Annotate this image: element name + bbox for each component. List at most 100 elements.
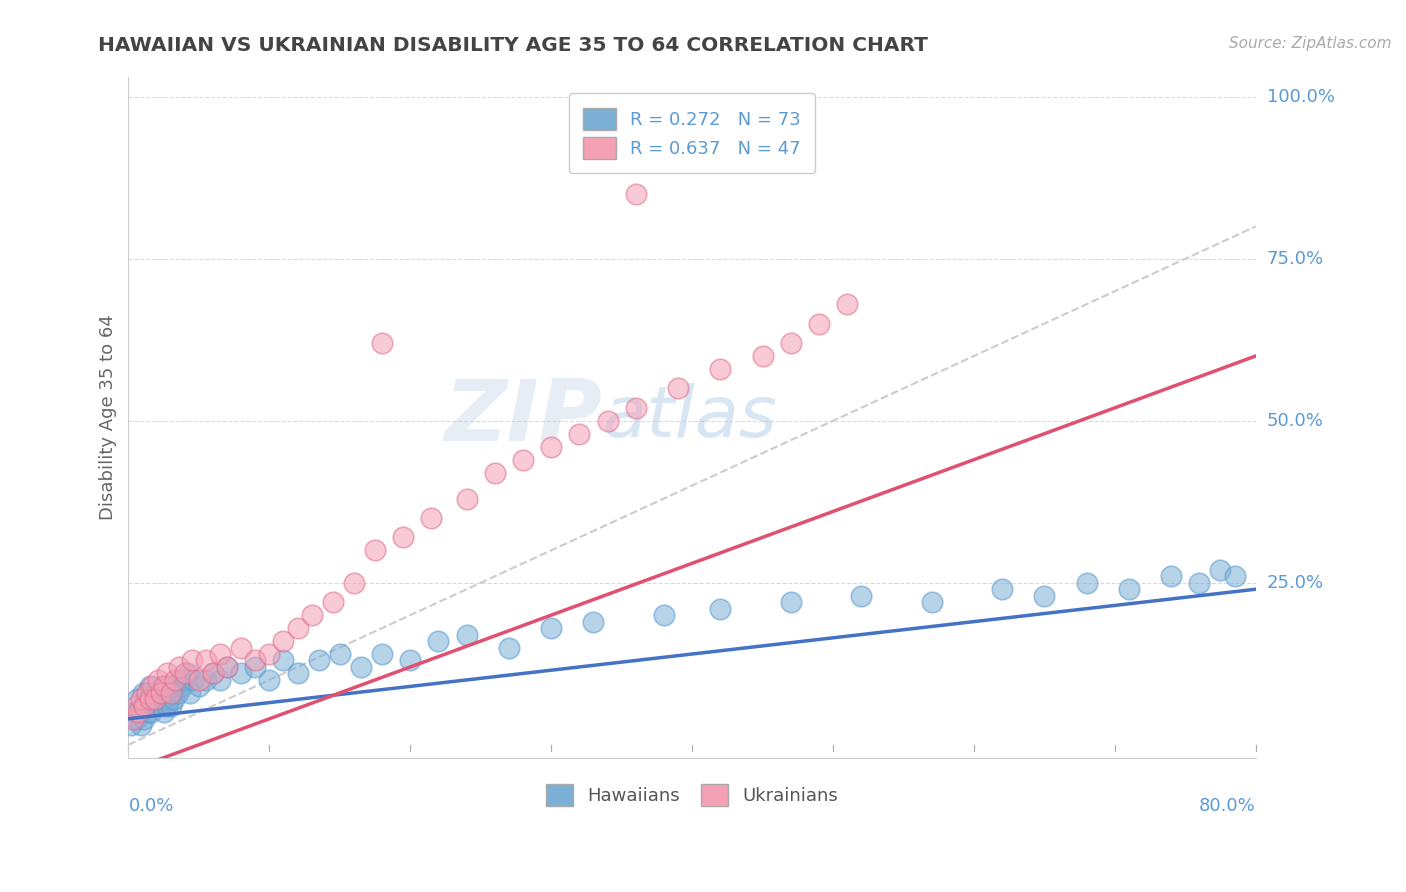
Point [322, 595, 344, 609]
Point [124, 698, 146, 713]
Point [343, 575, 366, 590]
Point [371, 647, 394, 661]
Point [217, 660, 239, 674]
Point [231, 640, 253, 655]
Point [364, 543, 387, 558]
Point [1223, 569, 1246, 583]
Point [194, 653, 217, 667]
Point [170, 680, 193, 694]
Point [150, 680, 173, 694]
Point [138, 692, 160, 706]
Point [180, 653, 202, 667]
Point [652, 608, 675, 623]
Point [217, 660, 239, 674]
Point [259, 673, 281, 687]
Y-axis label: Disability Age 35 to 64: Disability Age 35 to 64 [100, 315, 117, 520]
Legend: Hawaiians, Ukrainians: Hawaiians, Ukrainians [538, 777, 846, 814]
Point [121, 712, 143, 726]
Point [143, 686, 166, 700]
Point [176, 666, 198, 681]
Point [132, 698, 155, 713]
Point [125, 692, 148, 706]
Point [155, 698, 177, 713]
Point [709, 601, 731, 615]
Point [512, 452, 534, 467]
Point [624, 187, 647, 202]
Point [427, 634, 450, 648]
Point [146, 692, 169, 706]
Point [498, 640, 520, 655]
Point [1033, 589, 1056, 603]
Point [287, 621, 309, 635]
Text: ZIP: ZIP [444, 376, 602, 459]
Text: HAWAIIAN VS UKRAINIAN DISABILITY AGE 35 TO 64 CORRELATION CHART: HAWAIIAN VS UKRAINIAN DISABILITY AGE 35 … [98, 36, 928, 54]
Point [596, 414, 619, 428]
Point [371, 336, 394, 351]
Text: 25.0%: 25.0% [1267, 574, 1324, 591]
Point [173, 673, 195, 687]
Point [152, 692, 174, 706]
Point [1076, 575, 1098, 590]
Point [128, 706, 150, 720]
Text: Source: ZipAtlas.com: Source: ZipAtlas.com [1229, 36, 1392, 51]
Point [159, 686, 181, 700]
Point [751, 349, 773, 363]
Point [179, 686, 201, 700]
Point [287, 666, 309, 681]
Point [134, 698, 156, 713]
Point [308, 653, 330, 667]
Point [143, 692, 166, 706]
Point [163, 680, 186, 694]
Text: atlas: atlas [602, 383, 776, 452]
Point [187, 680, 209, 694]
Point [146, 673, 169, 687]
Point [173, 666, 195, 681]
Point [399, 653, 422, 667]
Point [163, 673, 186, 687]
Point [194, 673, 217, 687]
Point [484, 466, 506, 480]
Point [159, 698, 181, 713]
Text: 50.0%: 50.0% [1267, 412, 1323, 430]
Text: 75.0%: 75.0% [1267, 250, 1324, 268]
Point [160, 686, 183, 700]
Point [166, 686, 188, 700]
Point [1160, 569, 1182, 583]
Point [456, 491, 478, 506]
Point [392, 530, 415, 544]
Point [145, 698, 167, 713]
Point [131, 698, 153, 713]
Point [420, 511, 443, 525]
Point [181, 673, 204, 687]
Point [259, 647, 281, 661]
Point [202, 666, 225, 681]
Point [135, 686, 157, 700]
Point [152, 680, 174, 694]
Point [155, 666, 177, 681]
Point [209, 647, 232, 661]
Point [129, 692, 152, 706]
Point [148, 686, 170, 700]
Point [1188, 575, 1211, 590]
Point [129, 718, 152, 732]
Point [666, 381, 689, 395]
Point [131, 686, 153, 700]
Point [132, 712, 155, 726]
Point [142, 698, 165, 713]
Point [209, 673, 232, 687]
Point [582, 615, 605, 629]
Point [153, 686, 176, 700]
Point [162, 692, 184, 706]
Point [273, 653, 295, 667]
Point [709, 362, 731, 376]
Point [540, 621, 562, 635]
Point [149, 698, 172, 713]
Point [122, 706, 145, 720]
Text: 80.0%: 80.0% [1199, 797, 1256, 814]
Point [231, 666, 253, 681]
Point [273, 634, 295, 648]
Point [301, 608, 323, 623]
Point [167, 673, 190, 687]
Point [245, 653, 267, 667]
Point [991, 582, 1014, 597]
